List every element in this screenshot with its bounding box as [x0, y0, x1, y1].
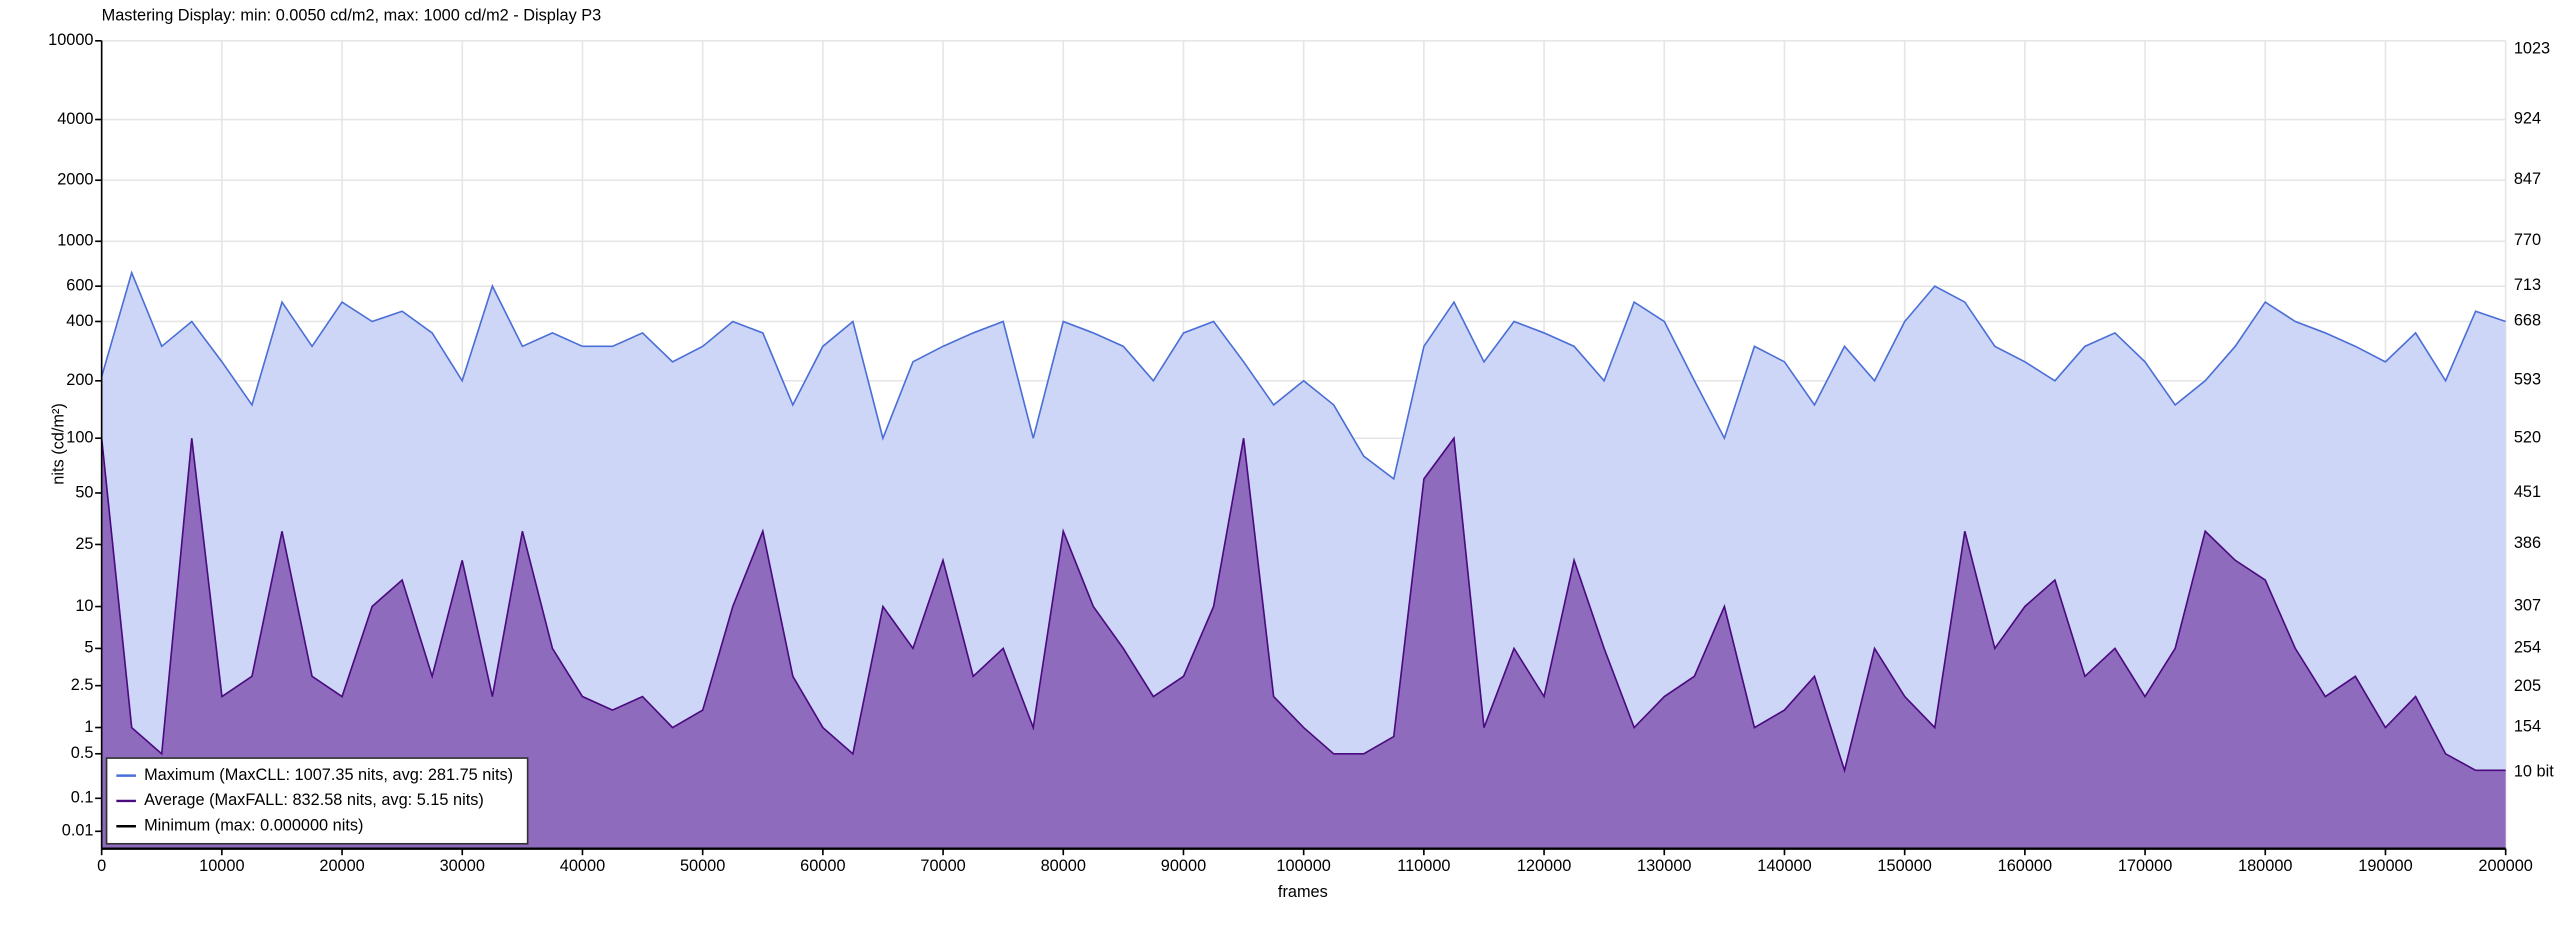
- y-tick-label: 1000: [57, 232, 93, 250]
- x-tick-label: 200000: [2478, 857, 2532, 875]
- x-tick-label: 140000: [1757, 857, 1811, 875]
- y-tick-label: 4000: [57, 110, 93, 128]
- y2-tick-label: 1023: [2514, 39, 2550, 57]
- x-axis-label: frames: [1278, 883, 1328, 901]
- series-line: [100, 436, 2506, 774]
- y-tick-label: 2.5: [71, 676, 94, 694]
- y-tick-label: 10: [75, 597, 93, 615]
- x-tick-label: 160000: [1998, 857, 2052, 875]
- y-tick-label: 200: [66, 371, 93, 389]
- x-tick-label: 80000: [1041, 857, 1086, 875]
- y2-tick-label: 154: [2514, 717, 2541, 735]
- chart-title: Mastering Display: min: 0.0050 cd/m2, ma…: [102, 7, 602, 25]
- y2-tick-label: 386: [2514, 534, 2541, 552]
- y2-tick-label: 713: [2514, 276, 2541, 294]
- x-tick-label: 100000: [1276, 857, 1330, 875]
- y2-tick-label: 593: [2514, 371, 2541, 389]
- legend-box: [105, 757, 529, 845]
- x-tick-label: 190000: [2358, 857, 2412, 875]
- y-tick-label: 50: [75, 483, 93, 501]
- x-tick-label: 60000: [800, 857, 845, 875]
- legend-label: Maximum (MaxCLL: 1007.35 nits, avg: 281.…: [144, 766, 513, 784]
- x-tick-label: 10000: [199, 857, 244, 875]
- y-tick-label: 10000: [48, 31, 93, 49]
- y-tick-label: 100: [66, 429, 93, 447]
- x-tick-label: 130000: [1637, 857, 1691, 875]
- legend-label: Average (MaxFALL: 832.58 nits, avg: 5.15…: [144, 791, 484, 809]
- y2-tick-label: 205: [2514, 677, 2541, 695]
- x-tick-label: 30000: [440, 857, 485, 875]
- x-tick-label: 50000: [680, 857, 725, 875]
- y-tick-label: 25: [75, 535, 93, 553]
- y-tick-label: 0.5: [71, 744, 94, 762]
- x-tick-label: 170000: [2118, 857, 2172, 875]
- y2-tick-label: 520: [2514, 428, 2541, 446]
- series-area: [101, 438, 2506, 849]
- series-line: [100, 270, 2506, 481]
- y-tick-label: 400: [66, 312, 93, 330]
- y-tick-label: 0.1: [71, 789, 94, 807]
- x-tick-label: 0: [97, 857, 106, 875]
- y-axis-label: nits (cd/m²): [50, 403, 68, 485]
- y2-tick-label: 924: [2514, 109, 2541, 127]
- x-tick-label: 180000: [2238, 857, 2292, 875]
- x-tick-label: 90000: [1161, 857, 1206, 875]
- y2-tick-label: 307: [2514, 597, 2541, 615]
- x-tick-label: 40000: [560, 857, 605, 875]
- y2-axis-label: 10 bit: [2514, 762, 2554, 780]
- y2-tick-label: 770: [2514, 231, 2541, 249]
- legend-label: Minimum (max: 0.000000 nits): [144, 817, 363, 835]
- y-tick-label: 600: [66, 276, 93, 294]
- x-tick-label: 120000: [1517, 857, 1571, 875]
- y-tick-label: 0.01: [62, 822, 94, 840]
- x-tick-label: 70000: [920, 857, 965, 875]
- y2-tick-label: 254: [2514, 638, 2541, 656]
- y2-tick-label: 451: [2514, 483, 2541, 501]
- y-tick-label: 2000: [57, 171, 93, 189]
- y2-tick-label: 847: [2514, 170, 2541, 188]
- x-tick-label: 150000: [1877, 857, 1931, 875]
- y-tick-label: 1: [84, 718, 93, 736]
- x-tick-label: 20000: [319, 857, 364, 875]
- y-tick-label: 5: [84, 639, 93, 657]
- x-tick-label: 110000: [1397, 857, 1450, 875]
- y2-tick-label: 668: [2514, 311, 2541, 329]
